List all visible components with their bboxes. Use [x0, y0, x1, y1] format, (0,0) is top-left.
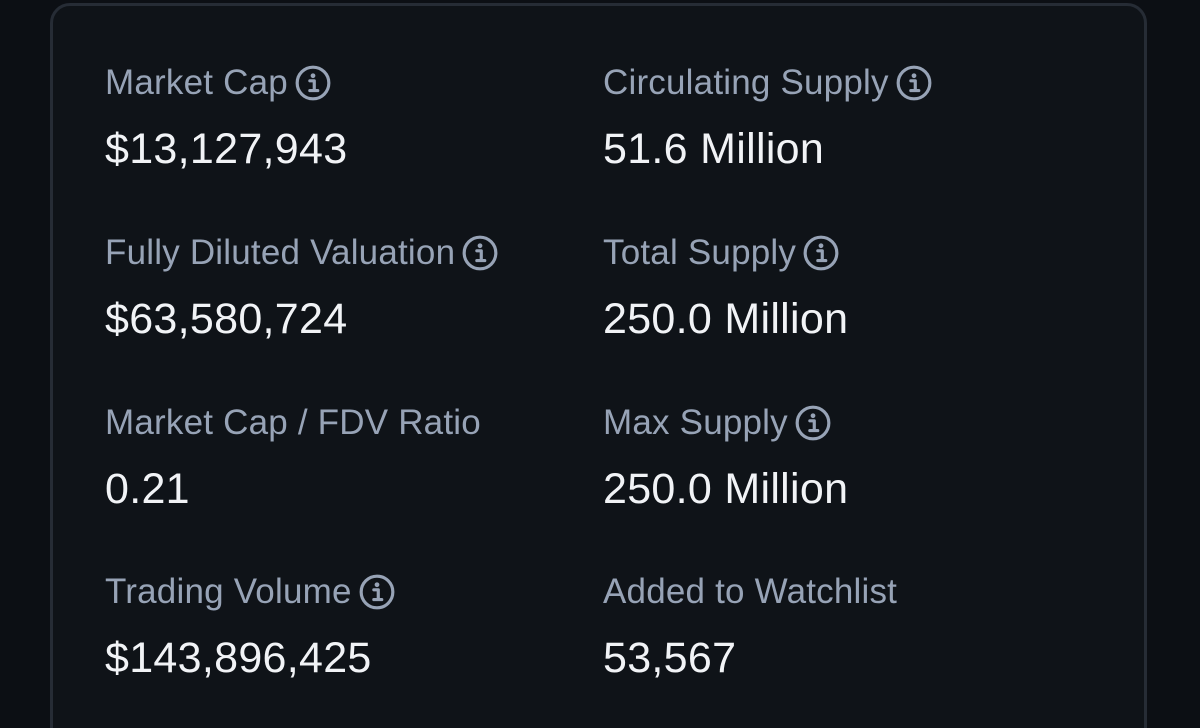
- info-icon[interactable]: [794, 404, 832, 442]
- stat-label: Max Supply: [603, 403, 788, 442]
- stat-value: $13,127,943: [105, 125, 348, 173]
- stat-value: 250.0 Million: [603, 295, 849, 343]
- stat-label: Market Cap / FDV Ratio: [105, 403, 481, 442]
- stat-label: Fully Diluted Valuation: [105, 233, 456, 272]
- stat-label: Trading Volume: [105, 572, 352, 611]
- stat-value: 250.0 Million: [603, 465, 849, 513]
- stat-fully-diluted-valuation: Fully Diluted Valuation $63,580,724: [105, 233, 499, 344]
- stat-value: 0.21: [105, 465, 190, 513]
- stat-max-supply: Max Supply 250.0 Million: [603, 403, 848, 514]
- stat-value: 51.6 Million: [603, 125, 825, 173]
- info-icon[interactable]: [461, 234, 499, 272]
- stat-total-supply: Total Supply 250.0 Million: [603, 233, 848, 344]
- stat-circulating-supply: Circulating Supply 51.6 Million: [603, 63, 933, 174]
- stat-label: Market Cap: [105, 63, 288, 102]
- stat-market-cap: Market Cap $13,127,943: [105, 63, 347, 174]
- stat-value: 53,567: [603, 634, 737, 682]
- stat-trading-volume: Trading Volume $143,896,425: [105, 572, 396, 683]
- market-stats-card: Market Cap $13,127,943 Circulating Suppl…: [50, 3, 1147, 728]
- stat-mcap-fdv-ratio: Market Cap / FDV Ratio 0.21: [105, 403, 481, 514]
- stat-added-to-watchlist: Added to Watchlist 53,567: [603, 572, 897, 683]
- info-icon[interactable]: [802, 234, 840, 272]
- stat-value: $63,580,724: [105, 295, 348, 343]
- stat-value: $143,896,425: [105, 634, 372, 682]
- info-icon[interactable]: [358, 573, 396, 611]
- info-icon[interactable]: [895, 64, 933, 102]
- stat-label: Circulating Supply: [603, 63, 889, 102]
- stat-label: Added to Watchlist: [603, 572, 898, 611]
- info-icon[interactable]: [294, 64, 332, 102]
- stat-label: Total Supply: [603, 233, 797, 272]
